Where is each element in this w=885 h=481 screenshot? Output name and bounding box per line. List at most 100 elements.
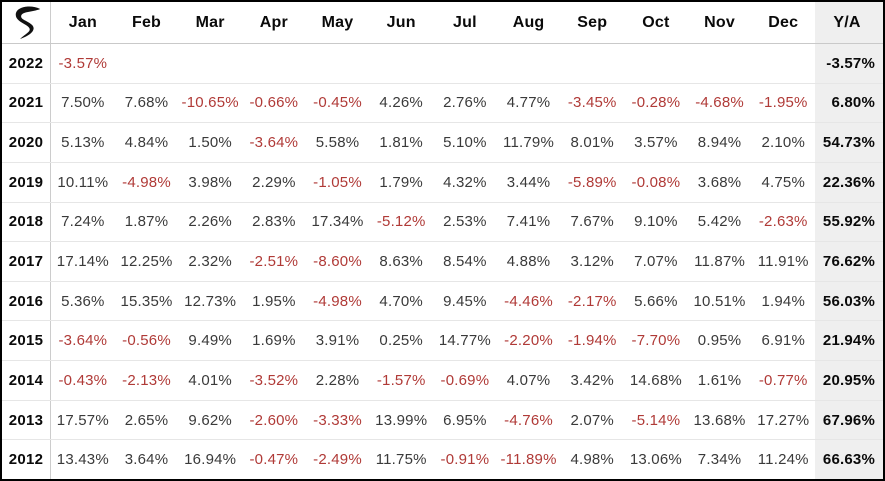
monthly-return-cell: -4.76% [504, 411, 553, 429]
monthly-return-cell [178, 44, 242, 83]
monthly-return-cell: 17.34% [311, 213, 364, 231]
month-column-header: Jun [386, 13, 416, 31]
monthly-return-cell: 7.34% [697, 451, 742, 469]
month-headers: Jan Feb Mar Apr May Jun Jul Aug Sep Oct Nov Dec [51, 2, 815, 43]
monthly-return-cell: -8.60% [313, 253, 362, 271]
monthly-return-cell: -3.45% [567, 94, 617, 112]
table-row: 2021 7.50% 7.68% -10.65% -0.66% -0.45% 4.26% 2… [2, 82, 883, 123]
monthly-return-cell: 10.51% [693, 292, 746, 310]
monthly-return-cell: 11.79% [503, 134, 555, 152]
table-row: 2020 5.13% 4.84% 1.50% -3.64% 5.58% 1.81% 5.10… [2, 122, 883, 162]
monthly-return-cell: 3.91% [315, 332, 360, 350]
yearly-total-value: -3.57% [815, 44, 883, 83]
monthly-return-cell: 8.54% [443, 253, 487, 271]
monthly-return-cell: 2.76% [443, 94, 487, 112]
month-column-header: Apr [259, 13, 288, 31]
month-column-header: Mar [195, 13, 225, 31]
year-label: 2013 [2, 400, 51, 440]
monthly-return-cell: 12.25% [120, 253, 173, 271]
yearly-total-value: 76.62% [815, 242, 883, 281]
monthly-return-cell: 2.28% [315, 371, 360, 389]
table-body: 2022 -3.57% -3.57% 2021 7.50% 7.68% -10.65… [2, 43, 883, 479]
monthly-return-cell: -0.69% [440, 371, 490, 389]
monthly-return-cell: -2.63% [758, 213, 808, 231]
monthly-return-cell: 13.06% [629, 451, 682, 469]
monthly-return-cell: 9.49% [188, 332, 232, 350]
monthly-return-cell: 5.10% [443, 134, 487, 152]
monthly-return-cell: 1.94% [761, 292, 805, 310]
monthly-return-cell: 3.64% [124, 451, 169, 469]
month-cells: 5.13% 4.84% 1.50% -3.64% 5.58% 1.81% 5.10% 11.7… [51, 123, 815, 162]
monthly-return-cell: -0.66% [249, 94, 299, 112]
month-column-header: May [321, 13, 354, 31]
year-label: 2016 [2, 281, 51, 321]
monthly-return-cell: -7.70% [631, 332, 681, 350]
monthly-return-cell: 4.75% [761, 173, 805, 191]
monthly-return-cell: -5.12% [376, 213, 426, 231]
month-column-header: Feb [131, 13, 162, 31]
monthly-return-cell: -5.14% [631, 411, 681, 429]
logo-cell [2, 2, 51, 43]
yearly-total-value: 66.63% [815, 440, 883, 479]
monthly-return-cell: -2.17% [567, 292, 617, 310]
monthly-return-cell: 4.01% [188, 371, 232, 389]
monthly-return-cell: 2.07% [570, 411, 614, 429]
month-column-header: Dec [768, 13, 799, 31]
monthly-return-cell: 3.98% [188, 173, 232, 191]
ya-column-header: Y/A [815, 2, 883, 43]
monthly-return-cell: 17.27% [757, 411, 810, 429]
monthly-return-cell: -0.56% [122, 332, 171, 350]
monthly-return-cell: 3.68% [697, 173, 742, 191]
year-label: 2018 [2, 202, 51, 242]
month-cells: -3.57% [51, 44, 815, 83]
monthly-return-cell: 5.13% [61, 134, 105, 152]
monthly-return-cell: -11.89% [500, 451, 557, 469]
monthly-return-cell: -0.45% [313, 94, 362, 112]
monthly-return-cell: 5.66% [634, 292, 678, 310]
year-label: 2012 [2, 440, 51, 479]
monthly-return-cell: 1.61% [697, 371, 742, 389]
yearly-total-value: 67.96% [815, 400, 883, 440]
yearly-total-value: 54.73% [815, 123, 883, 162]
monthly-return-cell [433, 44, 497, 83]
header-row: Jan Feb Mar Apr May Jun Jul Aug Sep Oct Nov Dec Y/A [2, 2, 883, 43]
monthly-return-cell: 9.62% [188, 411, 232, 429]
monthly-return-cell: 1.79% [379, 173, 423, 191]
monthly-return-cell: -0.43% [58, 371, 108, 389]
monthly-return-cell: 8.94% [697, 134, 742, 152]
monthly-return-cell: 8.01% [570, 134, 614, 152]
monthly-return-cell [624, 44, 688, 83]
monthly-return-cell: 15.35% [120, 292, 173, 310]
monthly-return-cell: 11.87% [694, 253, 746, 271]
monthly-return-cell: -4.68% [695, 94, 744, 112]
monthly-return-cell: -4.98% [313, 292, 362, 310]
monthly-return-cell: -1.05% [313, 173, 362, 191]
monthly-return-cell: -0.47% [249, 451, 299, 469]
month-column-header: Nov [704, 13, 735, 31]
monthly-return-cell: 1.81% [379, 134, 423, 152]
monthly-return-cell: 17.14% [56, 253, 109, 271]
monthly-return-cell: 3.12% [570, 253, 614, 271]
yearly-total-value: 20.95% [815, 361, 883, 400]
monthly-return-cell: 4.32% [443, 173, 487, 191]
monthly-return-cell: 0.25% [379, 332, 423, 350]
monthly-return-cell: 11.91% [757, 253, 809, 271]
monthly-return-cell: 7.67% [570, 213, 614, 231]
monthly-return-cell: 7.50% [61, 94, 105, 112]
table-row: 2016 5.36% 15.35% 12.73% 1.95% -4.98% 4.70% 9.… [2, 280, 883, 321]
month-cells: -3.64% -0.56% 9.49% 1.69% 3.91% 0.25% 14.77% -2… [51, 321, 815, 360]
monthly-return-cell: 2.32% [188, 253, 232, 271]
month-cells: 5.36% 15.35% 12.73% 1.95% -4.98% 4.70% 9.45% -4… [51, 282, 815, 321]
monthly-return-cell: 11.24% [757, 451, 809, 469]
month-cells: 10.11% -4.98% 3.98% 2.29% -1.05% 1.79% 4.32% 3.… [51, 163, 815, 202]
month-column-header: Sep [577, 13, 608, 31]
monthly-return-cell: 2.53% [443, 213, 487, 231]
year-label: 2019 [2, 162, 51, 202]
yearly-total-value: 22.36% [815, 162, 883, 202]
monthly-return-cell: 17.57% [56, 411, 109, 429]
monthly-return-cell: 8.63% [379, 253, 423, 271]
monthly-return-cell: -10.65% [181, 94, 239, 112]
monthly-return-cell: -2.20% [504, 332, 553, 350]
monthly-return-cell: -5.89% [567, 173, 617, 191]
monthly-return-cell: 5.36% [61, 292, 105, 310]
